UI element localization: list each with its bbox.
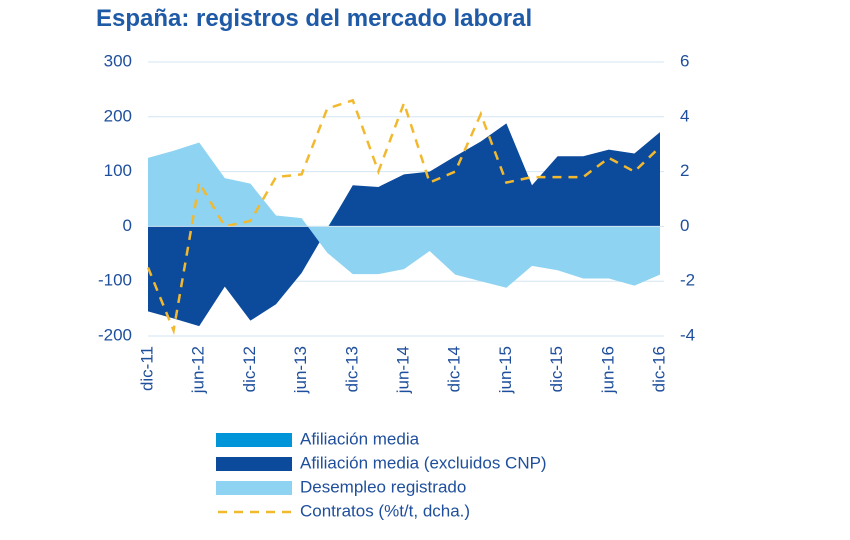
- legend-swatch: [216, 433, 292, 447]
- legend-label: Afiliación media: [300, 429, 420, 448]
- x-tick-label: jun-12: [189, 346, 208, 394]
- line: [146, 98, 661, 336]
- legend-swatch: [216, 457, 292, 471]
- x-tick-label: jun-15: [496, 346, 515, 394]
- y-tick-label: 200: [104, 106, 132, 125]
- area: [148, 123, 660, 327]
- x-tick-label: jun-14: [393, 346, 412, 394]
- y-tick-label: 300: [104, 51, 132, 70]
- x-tick-label: dic-15: [547, 346, 566, 392]
- axes: -200 -100 0 100 200 300 -4 -2 0 2 4 6 dic-11 jun-12 di…: [98, 51, 695, 394]
- y-tick-label: -100: [98, 271, 132, 290]
- y-tick-label: 100: [104, 161, 132, 180]
- y2-tick-label: 0: [680, 216, 689, 235]
- y2-tick-label: -2: [680, 271, 695, 290]
- x-tick-label: dic-11: [137, 346, 156, 391]
- x-tick-label: jun-13: [291, 346, 310, 394]
- plot: [146, 98, 661, 336]
- y2-tick-label: 4: [680, 106, 689, 125]
- x-tick-label: dic-14: [445, 346, 464, 392]
- x-tick-label: dic-16: [649, 346, 668, 392]
- legend-label: Desempleo registrado: [300, 477, 466, 496]
- x-tick-label: jun-16: [598, 346, 617, 394]
- y2-tick-label: 2: [680, 161, 689, 180]
- legend-label: Afiliación media (excluidos CNP): [300, 453, 547, 472]
- legend-swatch: [216, 481, 292, 495]
- y2-tick-label: 6: [680, 51, 689, 70]
- y-tick-label: -200: [98, 325, 132, 344]
- area: [148, 142, 660, 288]
- x-tick-label: dic-13: [342, 346, 361, 392]
- legend-label: Contratos (%t/t, dcha.): [300, 501, 470, 520]
- y-tick-label: 0: [123, 216, 132, 235]
- chart-title: España: registros del mercado laboral: [96, 5, 532, 32]
- x-tick-label: dic-12: [240, 346, 259, 392]
- legend: Afiliación media Afiliación media (exclui…: [216, 429, 547, 520]
- y2-tick-label: -4: [680, 325, 695, 344]
